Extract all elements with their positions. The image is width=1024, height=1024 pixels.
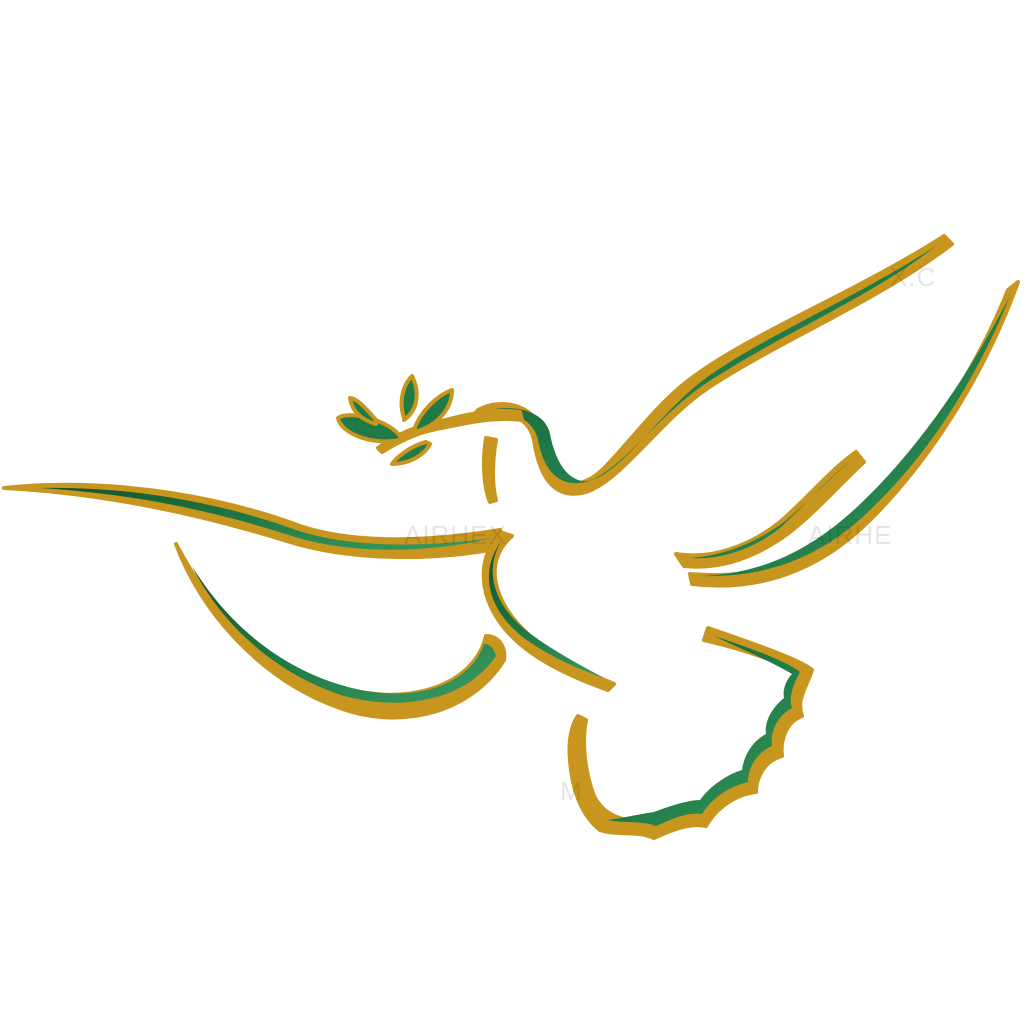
left-wing-green [40, 487, 492, 550]
olive-leaf-icon [348, 396, 378, 426]
inner-wing-stroke [674, 450, 866, 569]
neck-stroke [481, 436, 498, 504]
right-wing-green [700, 296, 1010, 577]
body-flank-stroke [481, 530, 616, 692]
body-flank-green [488, 540, 604, 678]
right-wing-stroke [688, 280, 1020, 588]
branch-stroke [376, 408, 524, 454]
olive-leaf-icon [399, 374, 419, 422]
olive-leaf-icon [390, 440, 432, 466]
tail-green [608, 636, 800, 826]
olive-leaf-icon [336, 413, 402, 444]
olive-leaf-icon [412, 388, 454, 434]
